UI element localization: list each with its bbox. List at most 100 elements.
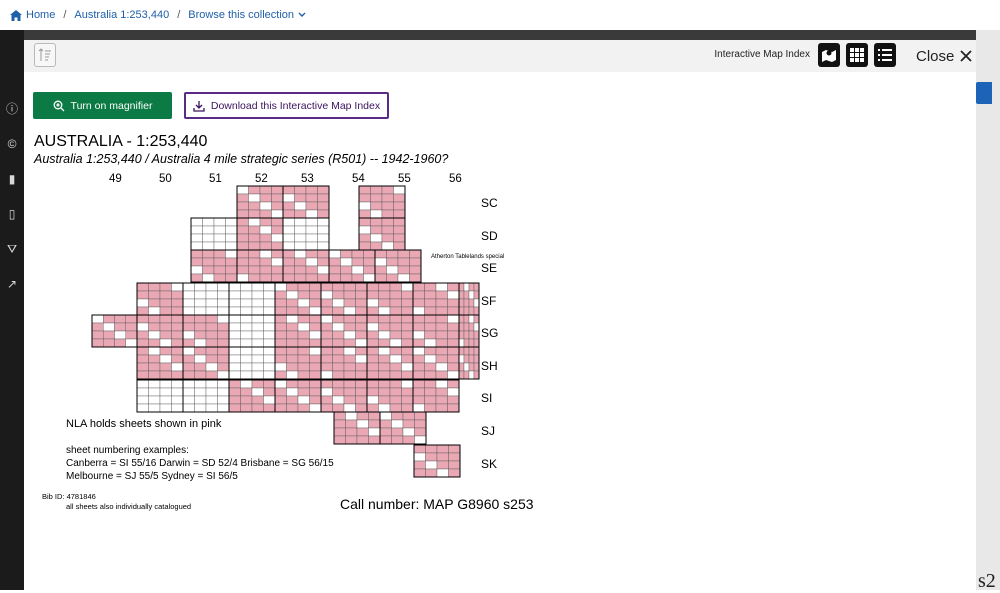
map-sheet-cell	[125, 314, 138, 324]
browse-collection-dropdown[interactable]: Browse this collection	[188, 9, 306, 21]
map-sheet-cell	[305, 241, 318, 251]
map-sheet-cell	[282, 217, 295, 227]
map-sheet-cell	[251, 387, 264, 397]
map-sheet-cell	[259, 209, 272, 219]
map-sheet-cell	[148, 395, 161, 405]
map-sheet-cell	[171, 322, 184, 332]
map-sheet-cell	[447, 403, 460, 413]
map-sheet-cell	[286, 346, 299, 356]
map-sheet-cell	[213, 273, 226, 283]
map-sheet-cell	[240, 395, 253, 405]
map-sheet-cell	[366, 282, 379, 292]
map-sheet-cell	[294, 193, 307, 203]
map-sheet-cell	[309, 370, 322, 380]
map-sheet-cell	[358, 185, 371, 195]
map-sheet-cell	[435, 314, 448, 324]
map-sheet-cell	[217, 298, 230, 308]
map-sheet-cell	[190, 257, 203, 267]
magnifier-button[interactable]: Turn on magnifier	[33, 92, 172, 119]
map-sheet-cell	[401, 387, 414, 397]
breadcrumb-home[interactable]: Home	[0, 9, 55, 21]
map-sheet-cell	[473, 338, 480, 348]
map-sheet-cell	[240, 379, 253, 389]
map-sheet-cell	[413, 452, 426, 462]
breadcrumb-collection[interactable]: Australia 1:253,440	[74, 9, 170, 21]
map-sheet-cell	[305, 257, 318, 267]
background-text: s2	[978, 570, 996, 592]
map-sheet-cell	[225, 241, 238, 251]
map-sheet-cell	[366, 395, 379, 405]
map-sheet-cell	[282, 273, 295, 283]
map-sheet-cell	[190, 241, 203, 251]
map-sheet-cell	[236, 241, 249, 251]
examples-heading: sheet numbering examples:	[66, 445, 189, 456]
map-sheet-cell	[320, 395, 333, 405]
map-sheet-cell	[378, 282, 391, 292]
map-sheet-cell	[358, 241, 371, 251]
zone-label: SJ	[481, 424, 496, 438]
sort-button[interactable]	[34, 43, 56, 67]
download-label[interactable]: Download this Interactive Map Index	[210, 99, 381, 112]
map-sheet-cell	[259, 273, 272, 283]
magnifier-label[interactable]: Turn on magnifier	[70, 99, 153, 112]
map-sheet-cell	[355, 338, 368, 348]
map-sheet-cell	[401, 306, 414, 316]
map-sheet-cell	[91, 322, 104, 332]
map-sheet-cell	[286, 395, 299, 405]
map-sheet-cell	[148, 282, 161, 292]
longitude-label: 52	[255, 173, 268, 185]
list-icon	[878, 49, 892, 61]
browse-collection-label[interactable]: Browse this collection	[188, 9, 295, 21]
map-sheet-cell	[217, 354, 230, 364]
map-sheet-cell	[402, 419, 415, 429]
map-sheet-cell	[402, 411, 415, 421]
map-sheet-cell	[205, 282, 218, 292]
zone-label: SI	[481, 391, 493, 405]
map-sheet-cell	[401, 395, 414, 405]
map-sheet-cell	[236, 193, 249, 203]
map-sheet-cell	[236, 217, 249, 227]
map-sheet-cell	[320, 403, 333, 413]
longitude-label: 51	[209, 173, 222, 185]
map-sheet-cell	[343, 403, 356, 413]
list-view-button[interactable]	[874, 43, 896, 67]
map-sheet-cell	[343, 282, 356, 292]
map-sheet-cell	[378, 330, 391, 340]
map-sheet-cell	[468, 346, 475, 356]
map-sheet-cell	[424, 403, 437, 413]
map-sheet-cell	[424, 290, 437, 300]
map-sheet-cell	[251, 403, 264, 413]
map-sheet-cell	[136, 306, 149, 316]
cart-icon: ⛛	[6, 242, 18, 256]
grid-view-button[interactable]	[846, 43, 868, 67]
close-label[interactable]: Close	[916, 47, 955, 65]
map-sheet-cell	[194, 379, 207, 389]
map-sheet-cell	[271, 217, 284, 227]
close-button[interactable]: Close	[916, 45, 972, 67]
map-index-image[interactable]: AUSTRALIA - 1:253,440 Australia 1:253,44…	[34, 133, 569, 515]
map-sheet-cell	[282, 201, 295, 211]
map-sheet-cell	[473, 282, 480, 292]
map-sheet-cell	[194, 330, 207, 340]
map-sheet-cell	[171, 306, 184, 316]
map-sheet-cell	[381, 225, 394, 235]
map-sheet-cell	[386, 249, 399, 259]
map-view-button[interactable]	[818, 43, 840, 67]
map-sheet-cell	[436, 468, 449, 478]
map-sheet-cell	[236, 209, 249, 219]
map-sheet-cell	[435, 298, 448, 308]
map-sheet-cell	[355, 314, 368, 324]
bookmark-icon: ▮	[8, 172, 16, 186]
map-sheet-cell	[148, 387, 161, 397]
map-sheet-cell	[228, 290, 241, 300]
map-sheet-cell	[240, 330, 253, 340]
map-sheet-cell	[317, 265, 330, 275]
grid-icon	[850, 48, 864, 62]
background-side-toolbar: ⓘ © ▮ ▯ ⛛ ↗	[0, 30, 24, 590]
map-sheet-cell	[148, 330, 161, 340]
map-sheet-grid[interactable]	[34, 133, 569, 515]
download-button[interactable]: Download this Interactive Map Index	[184, 92, 389, 119]
breadcrumb-home-label[interactable]: Home	[26, 9, 56, 21]
map-sheet-cell	[458, 370, 465, 380]
map-sheet-cell	[271, 193, 284, 203]
